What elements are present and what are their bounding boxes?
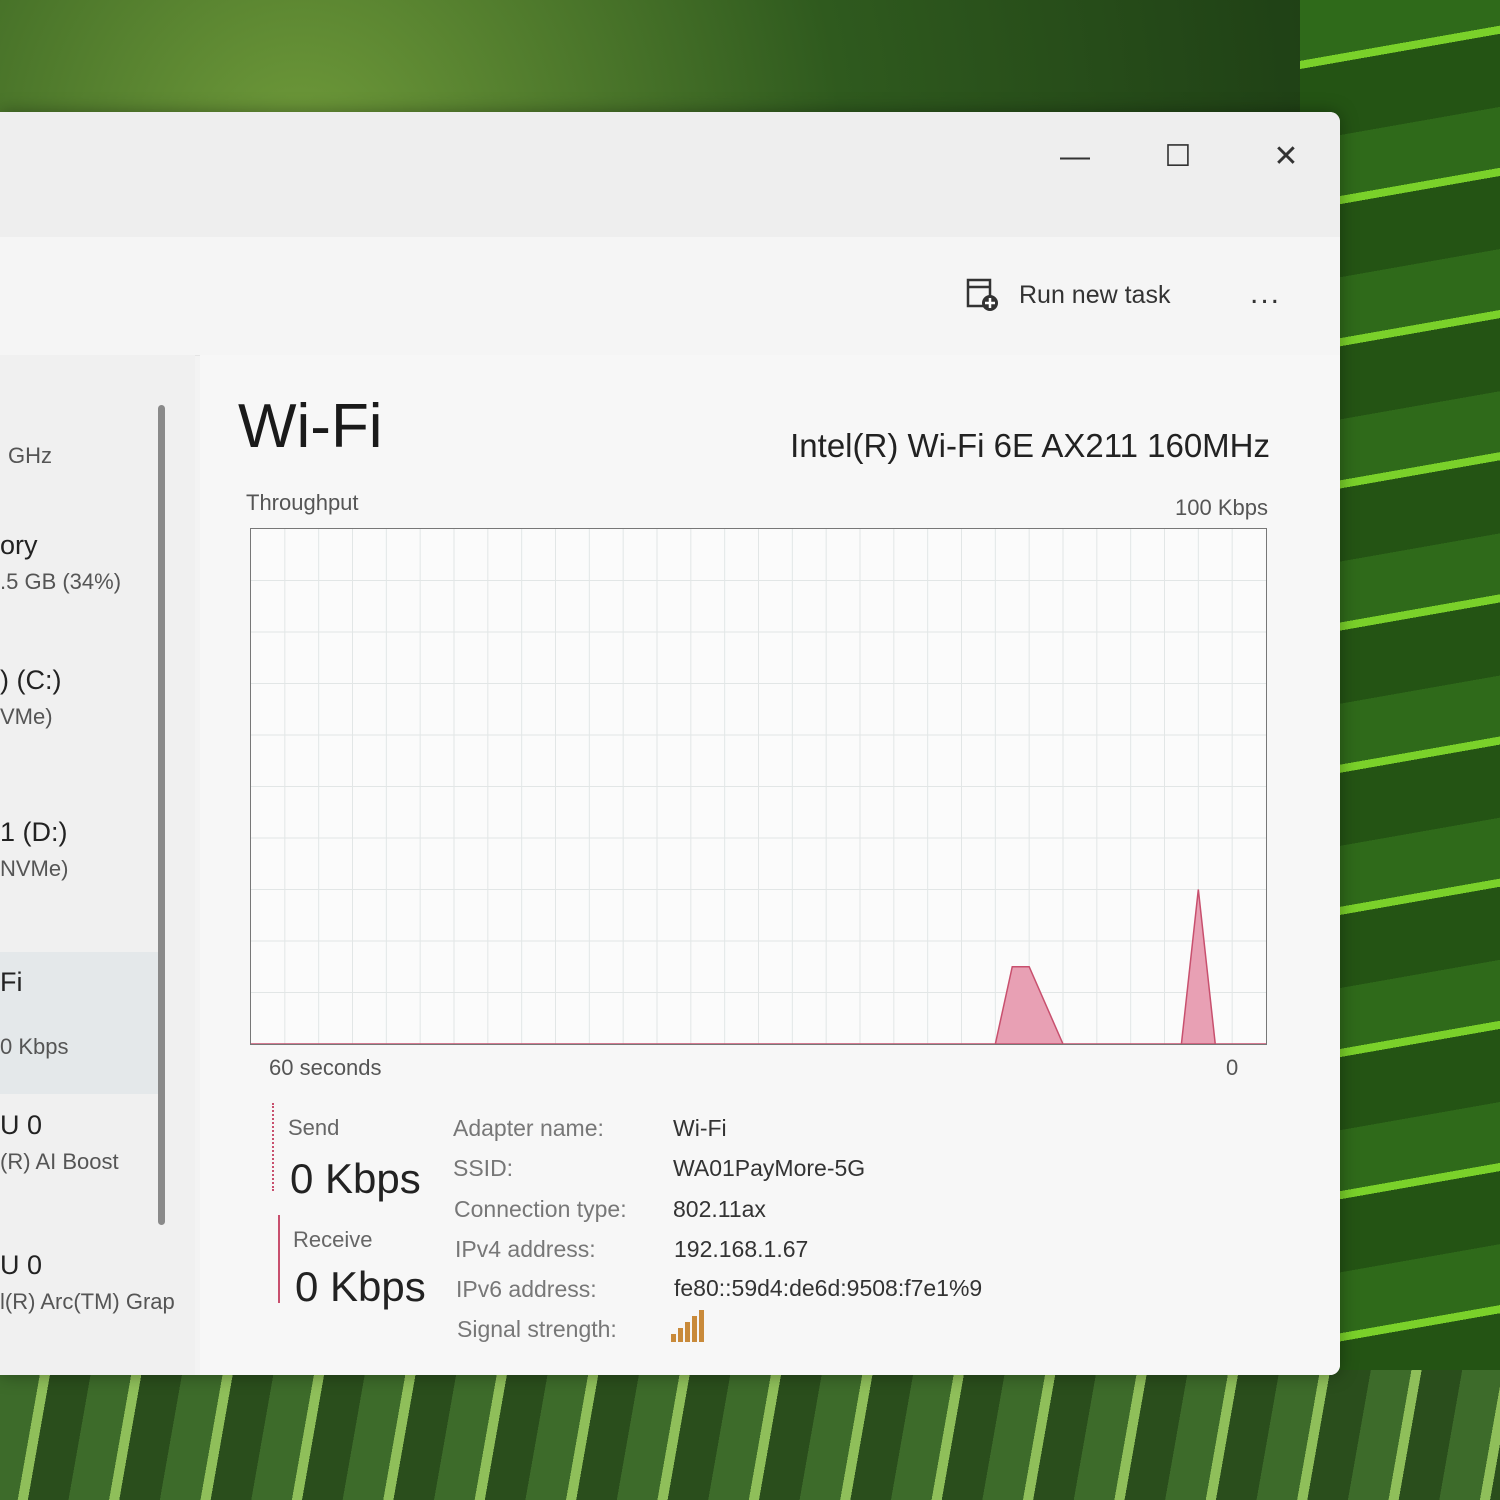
close-button[interactable]: ✕: [1273, 140, 1299, 173]
detail-label: SSID:: [453, 1155, 514, 1181]
send-value: 0 Kbps: [290, 1155, 421, 1202]
sidebar-scrollbar[interactable]: [158, 405, 165, 1225]
wifi-panel: Wi-Fi Intel(R) Wi-Fi 6E AX211 160MHz Thr…: [200, 355, 1340, 1375]
detail-value: 802.11ax: [673, 1196, 766, 1222]
maximize-button[interactable]: ☐: [1164, 140, 1192, 173]
detail-label: Signal strength:: [457, 1316, 617, 1342]
sidebar-item-disk-d[interactable]: 1 (D:) NVMe): [0, 817, 165, 882]
graph-label: Throughput: [246, 490, 359, 515]
sidebar-item-gpu[interactable]: U 0 l(R) Arc(TM) Grap: [0, 1250, 175, 1315]
run-new-task-button[interactable]: Run new task: [965, 277, 1170, 313]
sidebar-item-title: Fi: [0, 967, 23, 997]
detail-value: Wi-Fi: [673, 1115, 727, 1141]
time-left-label: 60 seconds: [269, 1055, 382, 1080]
more-options-button[interactable]: ...: [1250, 277, 1282, 310]
adapter-model: Intel(R) Wi-Fi 6E AX211 160MHz: [790, 427, 1270, 464]
time-right-label: 0: [1226, 1055, 1239, 1080]
sidebar-item-title: ) (C:): [0, 665, 62, 695]
sidebar-item-sub: GHz: [8, 443, 52, 468]
detail-label: Adapter name:: [453, 1115, 604, 1141]
graph-max-label: 100 Kbps: [1175, 495, 1268, 520]
sidebar: GHz ory .5 GB (34%) ) (C:) VMe) 1 (D:) N…: [0, 355, 195, 1375]
sidebar-item-title: U 0: [0, 1250, 43, 1280]
sidebar-item-sub: (R) AI Boost: [0, 1149, 119, 1174]
sidebar-item-title: U 0: [0, 1110, 43, 1140]
receive-label: Receive: [293, 1227, 373, 1252]
toolbar: Run new task ...: [0, 237, 1340, 356]
task-manager-window: — ☐ ✕ Run new task ... GHz ory .5 GB (34…: [0, 112, 1340, 1375]
sidebar-item-title: 1 (D:): [0, 817, 68, 847]
receive-legend-line: [278, 1215, 280, 1303]
sidebar-item-npu[interactable]: U 0 (R) AI Boost: [0, 1110, 165, 1175]
sidebar-item-memory[interactable]: ory .5 GB (34%): [0, 530, 165, 595]
detail-label: IPv6 address:: [456, 1276, 597, 1302]
sidebar-item-sub: NVMe): [0, 856, 69, 881]
send-label: Send: [288, 1115, 340, 1140]
throughput-graph-svg: [251, 529, 1266, 1045]
detail-value: 192.168.1.67: [674, 1236, 809, 1262]
signal-strength-icon: [671, 1310, 704, 1342]
sidebar-item-disk-c[interactable]: ) (C:) VMe): [0, 665, 165, 730]
sidebar-item-sub: .5 GB (34%): [0, 569, 122, 594]
sidebar-item-wifi[interactable]: Fi 0 Kbps: [0, 952, 165, 1094]
send-legend-line: [272, 1103, 274, 1191]
sidebar-item-title: ory: [0, 530, 38, 560]
sidebar-item-cpu[interactable]: GHz: [0, 435, 165, 469]
sidebar-item-sub: 0 Kbps: [0, 1034, 69, 1059]
page-title: Wi-Fi: [238, 392, 383, 461]
wallpaper-bottom: [0, 1370, 1500, 1500]
detail-value: fe80::59d4:de6d:9508:f7e1%9: [674, 1275, 983, 1301]
sidebar-item-sub: l(R) Arc(TM) Grap: [0, 1289, 175, 1314]
receive-value: 0 Kbps: [295, 1263, 426, 1310]
run-new-task-label: Run new task: [1019, 280, 1171, 309]
detail-label: Connection type:: [454, 1196, 627, 1222]
title-bar: — ☐ ✕: [0, 112, 1340, 237]
run-task-icon: [966, 278, 998, 311]
detail-value: WA01PayMore-5G: [673, 1155, 866, 1181]
throughput-graph: [250, 528, 1267, 1045]
detail-label: IPv4 address:: [455, 1236, 596, 1262]
minimize-button[interactable]: —: [1060, 140, 1090, 173]
sidebar-item-sub: VMe): [0, 704, 53, 729]
